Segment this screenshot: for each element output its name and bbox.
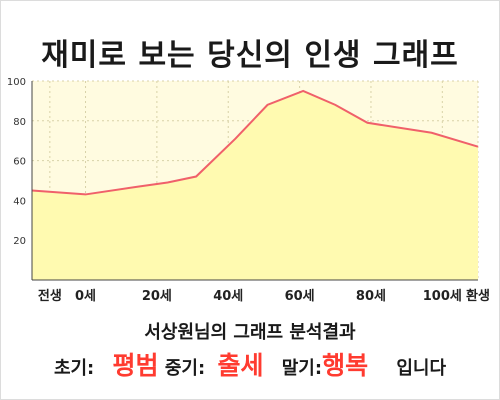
analysis-summary: 서상원님의 그래프 분석결과: [144, 322, 356, 343]
x-tick-label: 60세: [285, 289, 315, 304]
page-title: 재미로 보는 당신의 인생 그래프: [41, 38, 459, 73]
mid-value: 출세: [217, 351, 264, 380]
result-suffix: 입니다: [396, 358, 447, 379]
x-tick-label: 환생: [466, 288, 490, 304]
late-value: 행복: [322, 351, 369, 380]
early-value: 평범: [112, 351, 159, 380]
y-tick-label: 60: [13, 157, 26, 168]
mid-label: 중기:: [164, 358, 206, 379]
y-tick-label: 80: [13, 117, 26, 128]
x-tick-label: 전생: [38, 288, 62, 304]
x-tick-label: 80세: [356, 289, 386, 304]
analysis-result: 초기: 평범 중기: 출세 말기:행복 입니다: [0, 346, 500, 382]
x-tick-label: 20세: [142, 289, 172, 304]
y-tick-label: 20: [13, 236, 26, 247]
y-tick-label: 100: [7, 77, 26, 88]
early-label: 초기:: [53, 358, 95, 379]
late-label: 말기:: [281, 358, 323, 379]
series-area: [32, 90, 478, 280]
x-tick-label: 100세: [423, 289, 462, 304]
series-line: [31, 89, 479, 196]
x-tick-label: 0세: [75, 289, 96, 304]
x-tick-label: 40세: [213, 289, 243, 304]
y-tick-label: 40: [13, 196, 26, 207]
